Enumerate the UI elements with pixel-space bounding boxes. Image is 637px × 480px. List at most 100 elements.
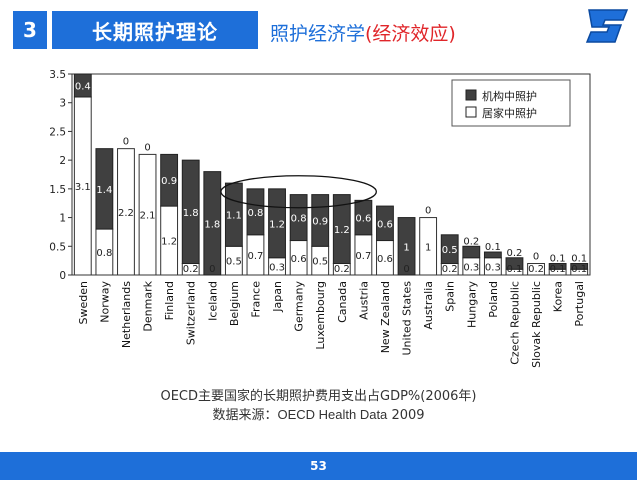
legend-label-home: 居家中照护: [482, 106, 537, 120]
brand-logo-icon: [585, 9, 629, 43]
data-label-home: 0.1: [571, 264, 587, 275]
data-label-home: 0.1: [507, 264, 523, 275]
chart-area: 0 0.5 1 1.5 2 2.5 3 3.5 3.1 0.4 Sweden 0.8 1.4 Norway…: [0, 62, 637, 380]
data-source-prefix: 数据来源：: [212, 408, 278, 423]
data-label-home: 1: [425, 242, 431, 253]
x-tick-label: Denmark: [142, 280, 155, 331]
data-label-institutional: 0: [533, 252, 539, 263]
data-label-institutional: 0.5: [442, 245, 458, 256]
bar-institutional-care: [462, 245, 481, 259]
data-label-institutional: 1.8: [204, 219, 220, 230]
bar-institutional-care: [376, 205, 394, 242]
x-tick-label: Finland: [163, 281, 176, 320]
y-tick-label: 2.5: [49, 126, 66, 138]
x-tick-label: Australia: [422, 281, 435, 330]
chart-caption: OECD主要国家的长期照护费用支出占GDP%(2006年): [160, 389, 477, 404]
bar-institutional-care: [95, 148, 114, 230]
data-label-home: 0.6: [291, 254, 307, 265]
bar-institutional-care: [397, 217, 416, 276]
data-label-institutional: 1.1: [226, 211, 242, 222]
data-label-home: 2.2: [118, 208, 134, 219]
data-label-institutional: 1: [403, 242, 409, 253]
x-tick-label: Canada: [336, 281, 349, 323]
x-tick-label: Spain: [444, 281, 457, 312]
x-tick-label: Germany: [293, 281, 306, 332]
data-label-institutional: 0.6: [355, 214, 371, 225]
stacked-bar-chart: 0 0.5 1 1.5 2 2.5 3 3.5 3.1 0.4 Sweden 0.8 1.4 Norway…: [49, 69, 591, 368]
data-label-home: 2.1: [140, 211, 156, 222]
data-label-institutional: 0.9: [312, 216, 328, 227]
legend-swatch-institutional: [465, 89, 477, 101]
data-label-institutional: 0: [425, 206, 431, 217]
data-label-institutional: 0.1: [485, 242, 501, 253]
legend-box: [451, 79, 571, 127]
bar-institutional-care: [181, 159, 200, 265]
data-label-institutional: 0: [144, 142, 150, 153]
bar-institutional-care: [160, 153, 179, 207]
data-label-home: 0.3: [485, 262, 501, 273]
data-label-institutional: 0: [123, 137, 129, 148]
subtitle-paren: (经济效应): [365, 23, 456, 45]
x-tick-label: Iceland: [206, 281, 219, 321]
y-tick-label: 3: [59, 98, 66, 110]
y-tick-label: 2: [59, 155, 66, 167]
data-label-home: 0.1: [550, 264, 566, 275]
x-tick-label: New Zealand: [379, 281, 392, 353]
data-label-institutional: 1.8: [183, 208, 199, 219]
data-label-home: 1.2: [161, 237, 177, 248]
data-label-home: 0.5: [226, 257, 242, 268]
data-label-home: 0.6: [377, 254, 393, 265]
x-tick-label: Hungary: [465, 281, 478, 328]
bar-institutional-care: [505, 257, 524, 270]
data-label-home: 0.2: [528, 264, 544, 275]
data-label-home: 0.3: [269, 262, 285, 273]
data-label-home: 0.7: [355, 251, 371, 262]
bar-institutional-care: [548, 263, 567, 270]
x-tick-label: Netherlands: [120, 281, 133, 348]
data-label-institutional: 0.2: [463, 236, 479, 247]
data-label-home: 3.1: [75, 182, 91, 193]
data-label-home: 0.2: [183, 264, 199, 275]
data-label-home: 0: [209, 264, 215, 275]
bar-institutional-care: [268, 188, 286, 259]
data-label-home: 0.5: [312, 257, 328, 268]
data-label-institutional: 1.2: [269, 219, 285, 230]
y-tick-label: 1: [59, 213, 66, 225]
x-tick-label: Luxembourg: [314, 281, 327, 350]
slide-subtitle: 照护经济学(经济效应): [270, 19, 456, 46]
legend-label-institutional: 机构中照护: [482, 89, 537, 103]
x-tick-label: Korea: [552, 281, 565, 312]
bar-institutional-care: [246, 188, 265, 236]
bar-institutional-care: [203, 171, 222, 276]
x-tick-label: Switzerland: [185, 281, 198, 345]
x-tick-label: United States: [401, 281, 414, 356]
data-label-institutional: 0.8: [291, 214, 307, 225]
data-source-year: 2009: [391, 408, 425, 423]
x-tick-label: Poland: [487, 281, 500, 318]
bar-home-care: [527, 263, 545, 276]
subtitle-main: 照护经济学: [270, 23, 366, 45]
y-tick-label: 1.5: [49, 184, 66, 196]
x-tick-label: Slovak Republic: [530, 281, 543, 368]
section-title: 长期照护理论: [52, 11, 258, 49]
bar-institutional-care: [332, 194, 351, 265]
page-number: 53: [310, 459, 327, 473]
y-tick-label: 3.5: [49, 69, 66, 81]
bar-institutional-care: [289, 194, 308, 242]
data-source: 数据来源：OECD Health Data 2009: [0, 404, 637, 423]
data-label-institutional: 0.1: [571, 254, 587, 265]
data-label-institutional: 0.6: [377, 219, 393, 230]
x-tick-label: Czech Republic: [508, 281, 521, 365]
data-label-home: 0: [403, 264, 409, 275]
x-tick-label: Austria: [357, 281, 370, 320]
data-label-institutional: 0.9: [161, 176, 177, 187]
x-tick-label: Portugal: [573, 281, 586, 327]
highlight-ellipse: [220, 175, 377, 209]
data-label-home: 0.8: [96, 248, 112, 259]
x-tick-label: Sweden: [77, 281, 90, 324]
slide-header: 3 长期照护理论 照护经济学(经济效应): [0, 0, 637, 62]
bar-home-care: [138, 153, 157, 276]
data-label-institutional: 0.4: [75, 81, 91, 92]
slide-footer: 53: [0, 452, 637, 480]
data-label-home: 0.2: [442, 264, 458, 275]
